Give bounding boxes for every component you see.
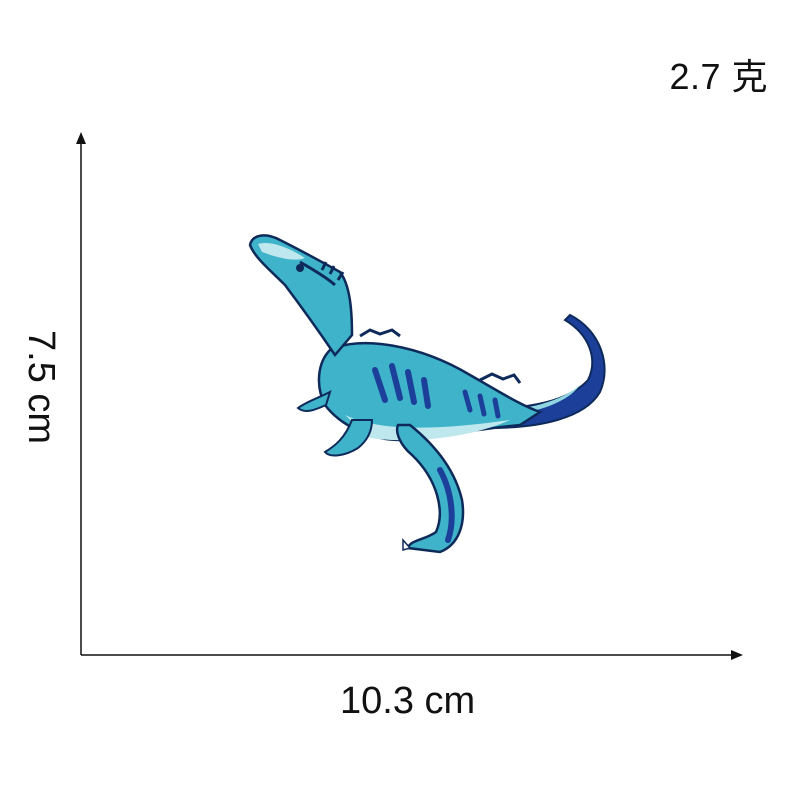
dinosaur-patch-icon [248,234,606,554]
width-axis-arrow-icon [731,650,743,660]
height-axis-arrow-icon [76,132,86,144]
weight-label: 2.7 克 [669,56,768,97]
width-dimension-label: 10.3 cm [340,680,476,722]
